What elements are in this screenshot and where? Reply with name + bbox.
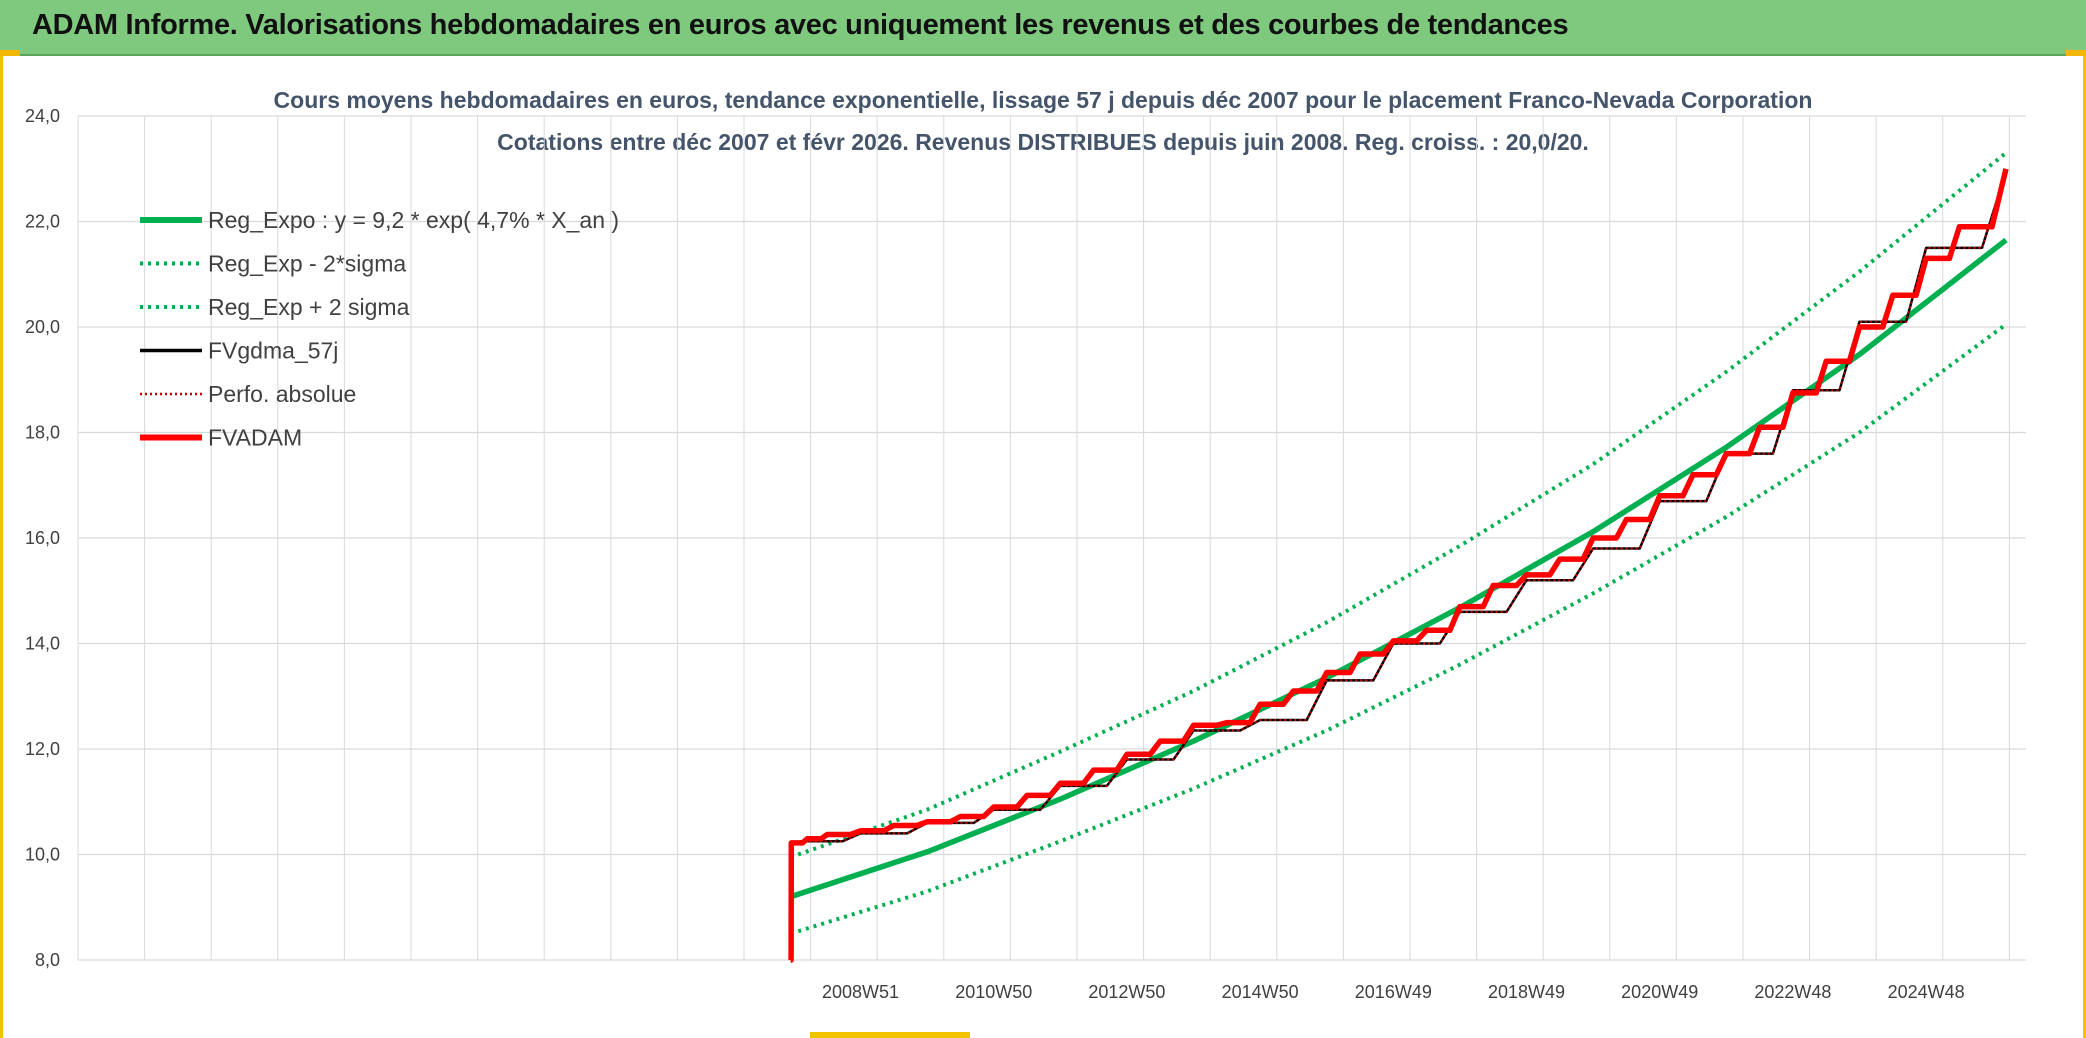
x-tick-label: 2016W49 bbox=[1355, 982, 1432, 1002]
x-axis: 2008W51 2010W50 2012W50 2014W50 2016W49 2018W… bbox=[822, 982, 1965, 1002]
y-tick-label: 12,0 bbox=[25, 739, 60, 759]
legend: Reg_Expo : y = 9,2 * exp( 4,7% * X_an ) R… bbox=[140, 207, 619, 451]
series-line-5 bbox=[788, 168, 2009, 963]
footer-mark bbox=[810, 1032, 970, 1038]
legend-label: Perfo. absolue bbox=[208, 381, 356, 407]
y-tick-label: 22,0 bbox=[25, 212, 60, 232]
series-line-4 bbox=[790, 171, 2007, 845]
y-tick-label: 14,0 bbox=[25, 634, 60, 654]
legend-label: Reg_Exp - 2*sigma bbox=[208, 251, 406, 277]
y-tick-label: 16,0 bbox=[25, 528, 60, 548]
legend-label: FVADAM bbox=[208, 425, 302, 451]
x-tick-label: 2010W50 bbox=[955, 982, 1032, 1002]
x-tick-label: 2022W48 bbox=[1754, 982, 1831, 1002]
legend-label: Reg_Exp + 2 sigma bbox=[208, 294, 410, 320]
chart-title-line2: Cotations entre déc 2007 et févr 2026. R… bbox=[497, 129, 1589, 155]
y-tick-label: 8,0 bbox=[35, 950, 60, 970]
series-line-0 bbox=[789, 237, 2008, 900]
y-tick-label: 10,0 bbox=[25, 845, 60, 865]
series-line-3 bbox=[790, 171, 2008, 846]
x-tick-label: 2008W51 bbox=[822, 982, 899, 1002]
y-tick-label: 24,0 bbox=[25, 106, 60, 126]
x-tick-label: 2012W50 bbox=[1088, 982, 1165, 1002]
corner-mark-left bbox=[0, 50, 20, 56]
y-tick-label: 20,0 bbox=[25, 317, 60, 337]
series-line-2 bbox=[789, 151, 2008, 859]
header-bar: ADAM Informe. Valorisations hebdomadaire… bbox=[0, 0, 2086, 56]
chart-frame bbox=[0, 56, 2086, 1038]
plot-area bbox=[788, 151, 2009, 963]
series-line-1 bbox=[790, 322, 2008, 936]
x-tick-label: 2024W48 bbox=[1888, 982, 1965, 1002]
legend-label: Reg_Expo : y = 9,2 * exp( 4,7% * X_an ) bbox=[208, 207, 619, 233]
x-tick-label: 2020W49 bbox=[1621, 982, 1698, 1002]
legend-label: FVgdma_57j bbox=[208, 338, 338, 364]
y-axis: 8,0 10,0 12,0 14,0 16,0 18,0 20,0 22,0 24,0 bbox=[25, 106, 60, 970]
chart-title-line1: Cours moyens hebdomadaires en euros, ten… bbox=[274, 87, 1813, 113]
x-tick-label: 2018W49 bbox=[1488, 982, 1565, 1002]
x-tick-label: 2014W50 bbox=[1222, 982, 1299, 1002]
gridlines bbox=[77, 115, 2026, 961]
y-tick-label: 18,0 bbox=[25, 423, 60, 443]
report-title: ADAM Informe. Valorisations hebdomadaire… bbox=[32, 9, 1569, 41]
corner-mark-right bbox=[2066, 50, 2086, 56]
